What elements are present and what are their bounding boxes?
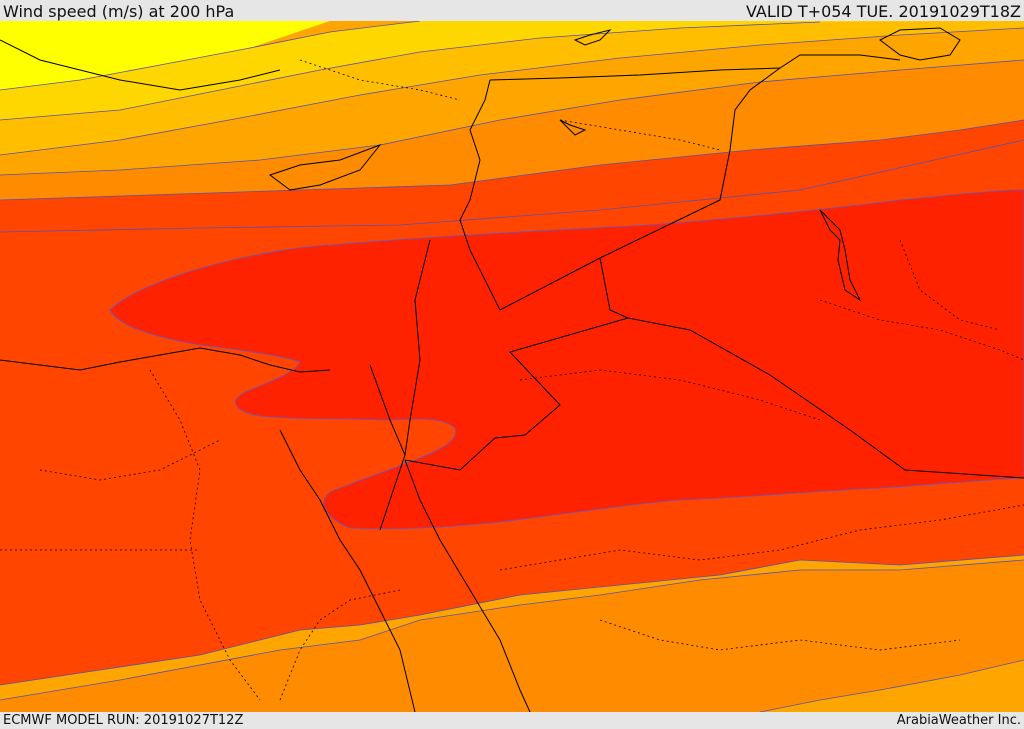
valid-time-label: VALID T+054 TUE. 20191029T18Z [745,2,1021,21]
band-amber [0,21,1024,155]
admin-borders [0,59,1024,701]
contour-lines [0,21,1024,712]
model-run-label: ECMWF MODEL RUN: 20191027T12Z [3,713,244,728]
band-gold [0,21,1024,120]
band-yellow [0,21,330,90]
band-orange-north [0,60,1024,200]
map-canvas [0,21,1024,712]
credit-label: ArabiaWeather Inc. [896,713,1021,728]
header-bar: Wind speed (m/s) at 200 hPa VALID T+054 … [0,0,1024,21]
map-title: Wind speed (m/s) at 200 hPa [3,2,235,21]
band-orange-light-north [0,28,1024,175]
footer-bar: ECMWF MODEL RUN: 20191027T12Z ArabiaWeat… [0,712,1024,729]
band-orange-south [0,560,1024,712]
coastlines [0,27,961,712]
country-borders [369,54,1024,531]
wind-speed-map[interactable] [0,21,1024,712]
band-red-core [109,189,1024,530]
